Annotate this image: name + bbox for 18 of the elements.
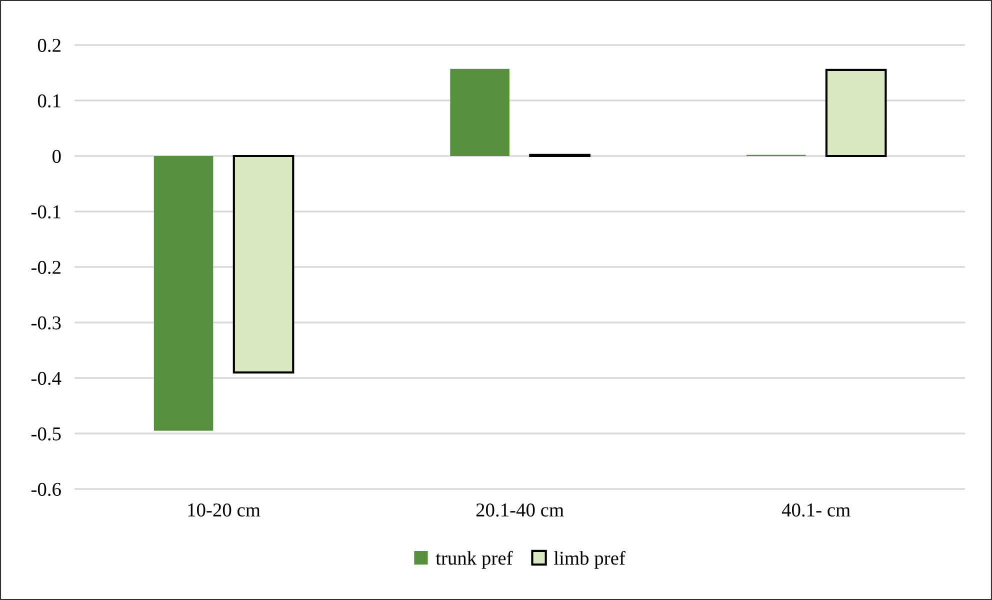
bar bbox=[450, 68, 510, 156]
x-tick-label: 40.1- cm bbox=[782, 503, 850, 517]
bar bbox=[154, 156, 214, 431]
legend-label: trunk pref bbox=[436, 550, 513, 569]
y-tick-label: 0 bbox=[52, 150, 61, 163]
bar bbox=[232, 154, 294, 374]
y-tick-label: -0.2 bbox=[31, 260, 60, 274]
legend-label: limb pref bbox=[554, 550, 626, 569]
x-tick-label: 20.1-40 cm bbox=[476, 503, 564, 517]
y-tick-label: -0.1 bbox=[31, 205, 60, 219]
y-tick-label: 0.2 bbox=[38, 38, 60, 52]
y-tick-label: -0.4 bbox=[31, 372, 62, 386]
y-tick-label: 0.1 bbox=[38, 94, 60, 108]
y-tick-label: -0.5 bbox=[31, 427, 61, 441]
y-tick-label: -0.6 bbox=[31, 482, 61, 496]
y-tick-label: -0.3 bbox=[31, 316, 61, 330]
bar bbox=[825, 68, 887, 158]
x-tick-label: 10-20 cm bbox=[188, 503, 260, 517]
